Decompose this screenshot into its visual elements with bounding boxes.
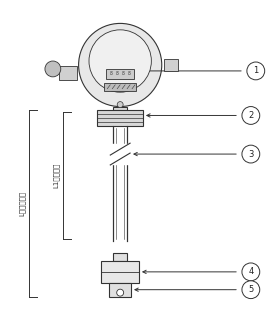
Polygon shape: [111, 144, 129, 164]
Circle shape: [242, 281, 260, 298]
Text: 8: 8: [110, 71, 113, 76]
Bar: [109, 283, 131, 297]
Circle shape: [242, 145, 260, 163]
Bar: [59, 66, 77, 80]
Bar: [113, 107, 127, 109]
Circle shape: [242, 107, 260, 124]
Text: 8: 8: [128, 71, 131, 76]
Text: 4: 4: [248, 267, 254, 276]
Circle shape: [247, 62, 265, 80]
Bar: [104, 83, 136, 91]
Circle shape: [242, 263, 260, 281]
Circle shape: [117, 102, 123, 108]
Bar: [101, 261, 139, 283]
Text: 3: 3: [248, 150, 254, 158]
Text: 8: 8: [116, 71, 119, 76]
Text: 8: 8: [122, 71, 125, 76]
Bar: [97, 109, 143, 126]
Circle shape: [79, 24, 162, 107]
Bar: [106, 69, 134, 79]
Text: L1测量范围: L1测量范围: [53, 163, 59, 188]
Text: 5: 5: [248, 285, 254, 294]
Bar: [164, 59, 178, 71]
Circle shape: [45, 61, 61, 77]
Circle shape: [89, 30, 151, 92]
Text: L导杆总长度: L导杆总长度: [19, 191, 26, 216]
Bar: [113, 253, 127, 261]
Text: 1: 1: [253, 66, 258, 75]
Text: 2: 2: [248, 111, 254, 120]
Circle shape: [117, 289, 124, 296]
